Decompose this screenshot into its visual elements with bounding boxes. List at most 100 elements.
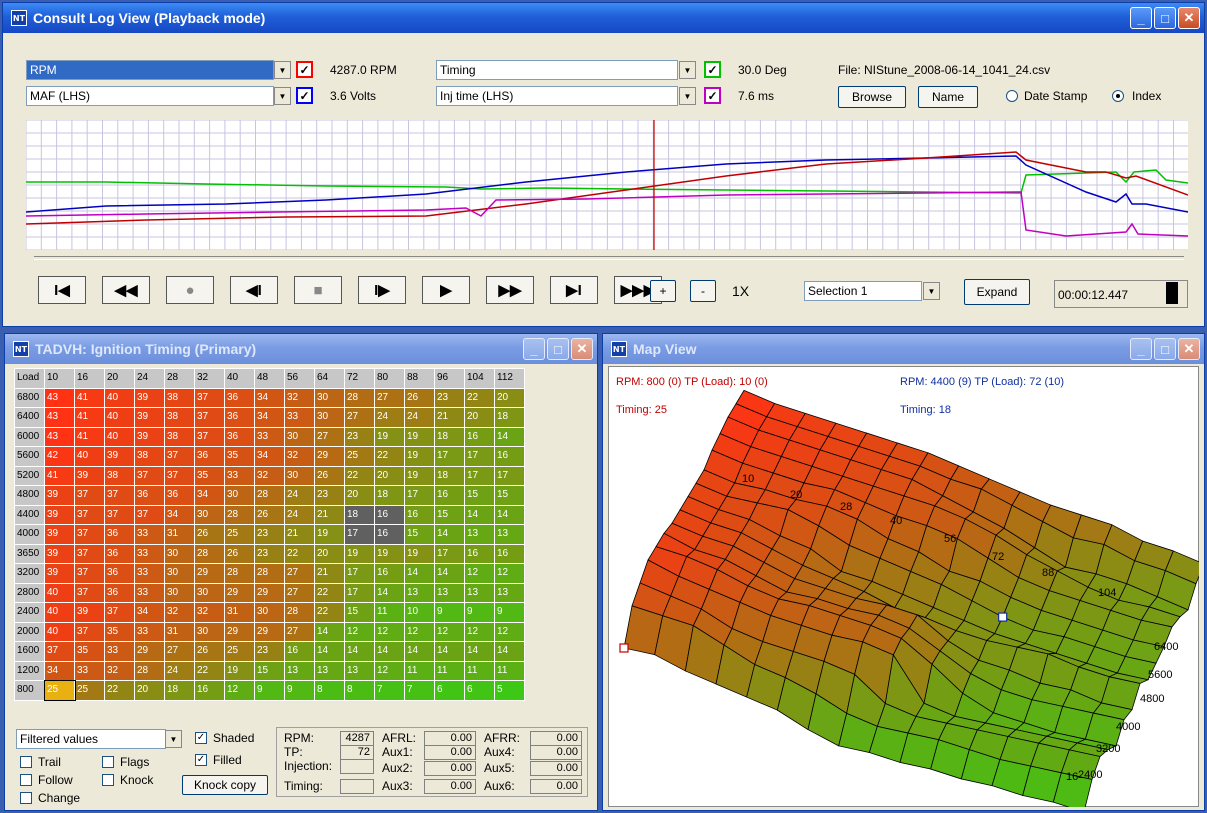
table-cell[interactable]: 30	[164, 543, 195, 564]
channel1-checkbox[interactable]: ✓	[296, 61, 313, 78]
table-cell[interactable]: 28	[224, 504, 255, 525]
table-cell[interactable]: 20	[374, 465, 405, 486]
log-titlebar[interactable]: NT Consult Log View (Playback mode) _ □ …	[3, 3, 1204, 33]
table-cell[interactable]: 29	[224, 621, 255, 642]
table-cell[interactable]: 26	[224, 543, 255, 564]
table-cell[interactable]: 6	[434, 680, 465, 701]
table-cell[interactable]: 38	[104, 465, 135, 486]
table-cell[interactable]: 39	[134, 387, 165, 408]
table-cell[interactable]: 33	[134, 524, 165, 545]
table-cell[interactable]: 20	[344, 485, 375, 506]
browse-button[interactable]: Browse	[838, 86, 906, 108]
table-cell[interactable]: 37	[164, 465, 195, 486]
table-cell[interactable]: 40	[104, 407, 135, 428]
table-cell[interactable]: 32	[104, 660, 135, 681]
shaded-checkbox[interactable]: ✓	[195, 732, 207, 744]
table-cell[interactable]: 27	[374, 387, 405, 408]
table-cell[interactable]: 32	[194, 602, 225, 623]
play-button[interactable]: ▶	[422, 276, 470, 304]
table-cell[interactable]: 17	[344, 524, 375, 545]
table-cell[interactable]: 9	[464, 602, 495, 623]
table-cell[interactable]: 28	[224, 563, 255, 584]
table-cell[interactable]: 17	[434, 446, 465, 467]
table-cell[interactable]: 39	[74, 602, 105, 623]
chevron-down-icon[interactable]: ▼	[679, 61, 696, 79]
table-cell[interactable]: 12	[464, 563, 495, 584]
close-icon[interactable]: ✕	[571, 338, 593, 360]
chevron-down-icon[interactable]: ▼	[274, 61, 291, 79]
table-cell[interactable]: 22	[344, 465, 375, 486]
table-cell[interactable]: 9	[434, 602, 465, 623]
table-cell[interactable]: 36	[104, 543, 135, 564]
table-cell[interactable]: 30	[284, 426, 315, 447]
table-cell[interactable]: 36	[104, 582, 135, 603]
table-cell[interactable]: 34	[254, 387, 285, 408]
table-cell[interactable]: 33	[224, 465, 255, 486]
table-cell[interactable]: 26	[194, 641, 225, 662]
table-cell[interactable]: 36	[104, 524, 135, 545]
change-checkbox[interactable]	[20, 792, 32, 804]
table-cell[interactable]: 35	[194, 465, 225, 486]
table-cell[interactable]: 6	[464, 680, 495, 701]
maximize-icon[interactable]: □	[1154, 7, 1176, 29]
table-cell[interactable]: 19	[404, 465, 435, 486]
table-cell[interactable]: 8	[314, 680, 345, 701]
table-cell[interactable]: 12	[404, 621, 435, 642]
table-cell[interactable]: 27	[344, 407, 375, 428]
table-cell[interactable]: 27	[284, 563, 315, 584]
table-cell[interactable]: 33	[134, 621, 165, 642]
table-cell[interactable]: 15	[254, 660, 285, 681]
table-cell[interactable]: 38	[164, 407, 195, 428]
table-cell[interactable]: 35	[224, 446, 255, 467]
maximize-icon[interactable]: □	[1154, 338, 1176, 360]
table-titlebar[interactable]: NT TADVH: Ignition Timing (Primary) _ □ …	[5, 334, 597, 364]
table-cell[interactable]: 37	[164, 446, 195, 467]
table-cell[interactable]: 39	[134, 407, 165, 428]
step-back-button[interactable]: ◀I	[230, 276, 278, 304]
table-cell[interactable]: 36	[194, 446, 225, 467]
table-cell[interactable]: 14	[434, 641, 465, 662]
table-cell[interactable]: 14	[434, 563, 465, 584]
record-button[interactable]: ●	[166, 276, 214, 304]
table-cell[interactable]: 10	[404, 602, 435, 623]
table-cell[interactable]: 19	[374, 426, 405, 447]
name-button[interactable]: Name	[918, 86, 978, 108]
table-cell[interactable]: 17	[494, 465, 525, 486]
table-cell[interactable]: 13	[434, 582, 465, 603]
log-graph[interactable]	[26, 120, 1188, 250]
table-cell[interactable]: 31	[224, 602, 255, 623]
table-cell[interactable]: 30	[194, 504, 225, 525]
table-cell[interactable]: 26	[404, 387, 435, 408]
table-cell[interactable]: 22	[464, 387, 495, 408]
expand-button[interactable]: Expand	[964, 279, 1030, 305]
table-cell[interactable]: 39	[74, 465, 105, 486]
table-cell[interactable]: 30	[224, 485, 255, 506]
table-cell[interactable]: 29	[194, 563, 225, 584]
table-cell[interactable]: 19	[404, 446, 435, 467]
table-cell[interactable]: 16	[374, 504, 405, 525]
channel2-select[interactable]: MAF (LHS)	[26, 86, 274, 106]
table-cell[interactable]: 36	[224, 387, 255, 408]
table-cell[interactable]: 39	[104, 446, 135, 467]
chevron-down-icon[interactable]: ▼	[274, 87, 291, 105]
index-radio[interactable]	[1112, 90, 1124, 102]
table-cell[interactable]: 18	[164, 680, 195, 701]
fast-forward-button[interactable]: ▶▶	[486, 276, 534, 304]
speed-plus-button[interactable]: +	[650, 280, 676, 302]
table-cell[interactable]: 25	[344, 446, 375, 467]
table-cell[interactable]: 33	[134, 582, 165, 603]
table-cell[interactable]: 38	[164, 426, 195, 447]
table-cell[interactable]: 14	[404, 641, 435, 662]
table-cell[interactable]: 23	[254, 543, 285, 564]
table-cell[interactable]: 34	[44, 660, 75, 681]
table-cell[interactable]: 14	[494, 426, 525, 447]
table-cell[interactable]: 19	[224, 660, 255, 681]
table-cell[interactable]: 26	[314, 465, 345, 486]
stop-button[interactable]: ■	[294, 276, 342, 304]
table-cell[interactable]: 13	[494, 582, 525, 603]
table-cell[interactable]: 23	[434, 387, 465, 408]
table-cell[interactable]: 18	[434, 426, 465, 447]
table-cell[interactable]: 14	[374, 582, 405, 603]
table-cell[interactable]: 40	[74, 446, 105, 467]
table-cell[interactable]: 31	[164, 524, 195, 545]
